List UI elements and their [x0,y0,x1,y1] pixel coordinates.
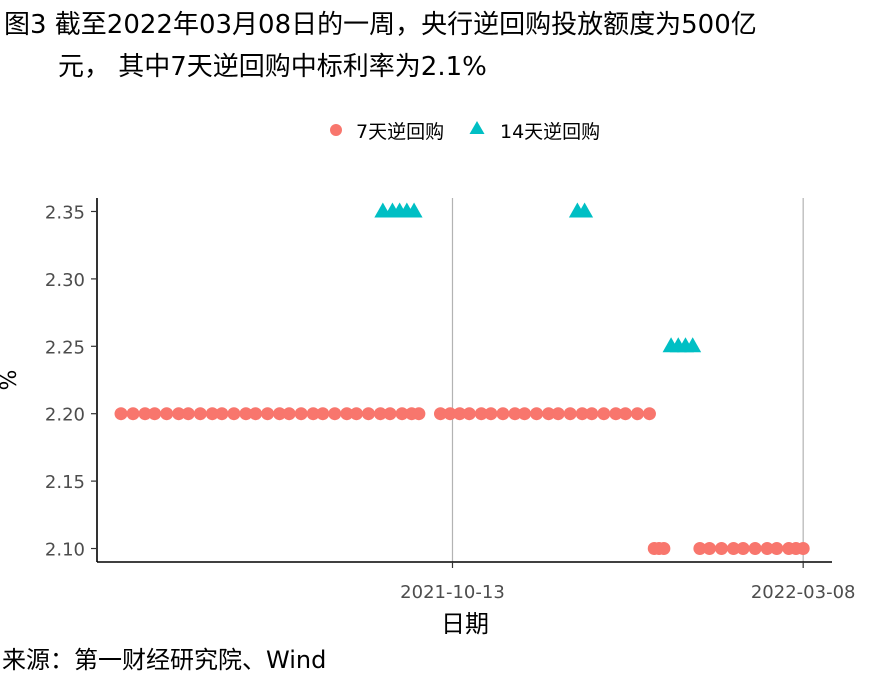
y-tick-label: 2.15 [45,472,85,493]
point-7day [597,407,611,421]
point-7day [727,542,741,556]
point-7day [618,407,632,421]
point-7day [642,407,656,421]
point-7day [703,542,716,556]
point-7day [518,407,532,421]
point-7day [496,407,510,421]
point-7day [530,407,544,421]
x-axis-ticks: 2021-10-13 2022-03-08 [400,562,855,603]
point-7day [138,407,152,421]
point-7day [395,407,409,421]
figure-title: 图3 截至2022年03月08日的一周，央行逆回购投放额度为500亿 元， 其中… [4,4,864,88]
point-7day [736,542,750,556]
point-7day [114,407,128,421]
point-7day [273,407,287,421]
point-7day [474,407,488,421]
point-7day [575,407,589,421]
point-7day [328,407,342,421]
point-7day [542,407,556,421]
point-7day [748,542,762,556]
point-7day [563,407,577,421]
point-7day [148,407,162,421]
point-7day [508,407,522,421]
point-7day [462,407,476,421]
y-axis-title: % [0,370,22,391]
point-7day [453,407,467,421]
point-7day [433,407,447,421]
axes [96,198,832,563]
point-7day [760,542,774,556]
data-marks [114,202,810,556]
point-7day [796,542,810,556]
point-7day [693,542,707,556]
point-14day [405,202,423,218]
legend: 7天逆回购 14天逆回购 [330,121,600,143]
point-7day [340,407,354,421]
point-7day [412,407,426,421]
point-7day [383,407,397,421]
x-tick-label: 2021-10-13 [400,582,505,603]
point-14day [684,337,702,353]
point-7day [193,407,207,421]
chart-area: 2.10 2.15 2.20 2.25 2.30 2.35 2021-10-13 2022-… [0,121,855,638]
y-tick-label: 2.30 [45,270,85,291]
point-7day [443,407,457,421]
point-7day [215,407,229,421]
legend-key-7day [330,124,342,136]
point-7day [282,407,296,421]
point-7day [484,407,498,421]
point-7day [630,407,644,421]
y-tick-label: 2.25 [45,337,85,358]
legend-key-14day [469,121,485,134]
source-note: 来源：第一财经研究院、Wind [2,646,327,674]
point-7day [551,407,565,421]
y-tick-label: 2.35 [45,202,85,223]
point-7day [361,407,375,421]
point-7day [181,407,195,421]
point-7day [585,407,599,421]
point-7day [261,407,275,421]
figure-title-line-1: 图3 截至2022年03月08日的一周，央行逆回购投放额度为500亿 [4,10,757,40]
point-7day [316,407,330,421]
point-7day [657,542,671,556]
point-7day [160,407,174,421]
point-14day [576,202,594,218]
x-axis-title: 日期 [441,610,489,638]
x-tick-label: 2022-03-08 [751,582,856,603]
y-tick-label: 2.10 [45,540,85,561]
point-7day [294,407,308,421]
point-7day [172,407,186,421]
point-7day [349,407,363,421]
legend-label-14day: 14天逆回购 [500,121,600,143]
point-7day [205,407,219,421]
point-7day [227,407,241,421]
y-axis-ticks: 2.10 2.15 2.20 2.25 2.30 2.35 [45,202,97,561]
y-tick-label: 2.20 [45,405,85,426]
figure-title-line-2: 元， 其中7天逆回购中标利率为2.1% [58,52,487,82]
point-7day [126,407,140,421]
point-7day [609,407,623,421]
vertical-gridlines [451,198,804,562]
point-7day [770,542,784,556]
legend-label-7day: 7天逆回购 [356,121,444,143]
point-7day [373,407,387,421]
point-7day [715,542,729,556]
point-7day [306,407,320,421]
point-7day [249,407,263,421]
point-7day [239,407,253,421]
